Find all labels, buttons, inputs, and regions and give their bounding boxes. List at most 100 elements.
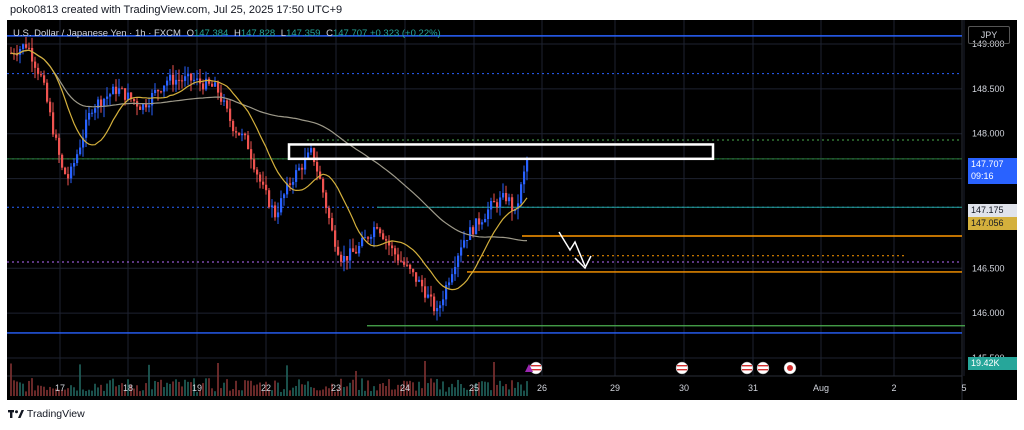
price-chart[interactable]: 149.000148.500148.000147.500146.500146.0… — [7, 20, 1017, 400]
volume-bar — [115, 386, 117, 396]
candle-body — [148, 105, 151, 108]
candle-body — [442, 299, 445, 306]
candle-body — [463, 240, 466, 248]
candle-body — [466, 240, 469, 242]
candle-body — [97, 99, 100, 109]
candle-body — [382, 233, 385, 240]
time-axis-label: 26 — [537, 383, 547, 393]
footer-brand[interactable]: TradingView — [8, 408, 85, 424]
candle-body — [88, 113, 91, 120]
candle-body — [184, 76, 187, 81]
candle-body — [409, 264, 412, 270]
candle-body — [142, 104, 145, 110]
volume-bar — [202, 383, 204, 396]
volume-bar — [427, 383, 429, 396]
candle-body — [439, 305, 442, 309]
volume-bar — [220, 388, 222, 396]
last-price-value: 147.707 — [971, 159, 1004, 169]
candle-body — [508, 197, 511, 202]
volume-bar — [361, 378, 363, 396]
volume-bar — [391, 389, 393, 396]
candle-body — [118, 88, 121, 94]
volume-bar — [25, 391, 27, 396]
volume-bar — [301, 384, 303, 396]
open-value: 147.384 — [193, 28, 229, 39]
candle-body — [37, 67, 40, 75]
volume-bar — [334, 391, 336, 396]
candle-body — [454, 266, 457, 275]
candle-body — [493, 201, 496, 203]
resistance-box — [287, 143, 715, 161]
volume-bar — [43, 386, 45, 396]
volume-bar — [34, 390, 36, 396]
candle-body — [388, 240, 391, 246]
candle-body — [301, 167, 304, 170]
candle-body — [349, 248, 352, 261]
candle-body — [103, 98, 106, 107]
candle-body — [346, 255, 349, 261]
candle-body — [421, 279, 424, 287]
candle-body — [172, 74, 175, 85]
volume-bar — [520, 384, 522, 396]
volume-bar — [517, 382, 519, 396]
candle-body — [364, 237, 367, 239]
candle-body — [289, 183, 292, 185]
candle-body — [385, 239, 388, 241]
volume-bar — [367, 380, 369, 396]
candle-body — [379, 228, 382, 234]
candle-body — [94, 108, 97, 113]
candle-body — [265, 184, 268, 191]
candle-body — [127, 92, 130, 100]
currency-button[interactable]: JPY — [968, 26, 1010, 44]
volume-bar — [376, 390, 378, 396]
volume-bar — [466, 389, 468, 396]
volume-bar — [175, 379, 177, 396]
candle-body — [313, 148, 316, 163]
volume-bar — [229, 390, 231, 396]
time-axis-label: 17 — [55, 383, 65, 393]
candle-body — [271, 205, 274, 208]
candle-body — [502, 193, 505, 198]
candle-body — [292, 181, 295, 185]
volume-bar — [502, 386, 504, 396]
volume-bar — [379, 383, 381, 396]
candle-body — [16, 54, 19, 56]
volume-bar — [199, 390, 201, 396]
candle-body — [418, 279, 421, 282]
candle-body — [145, 104, 148, 108]
candle-body — [253, 159, 256, 170]
volume-bar — [52, 388, 54, 396]
volume-bar — [505, 384, 507, 396]
volume-bar — [346, 386, 348, 396]
close-label: C — [326, 28, 333, 39]
candle-body — [34, 61, 37, 68]
us-flag-event-icon-stripe — [742, 369, 752, 371]
candle-body — [247, 135, 250, 150]
volume-bar — [448, 387, 450, 396]
down-arrow-drawing-icon — [558, 231, 586, 267]
volume-bar — [373, 386, 375, 396]
chart-panel[interactable]: 149.000148.500148.000147.500146.500146.0… — [7, 20, 1017, 400]
time-axis-label: 23 — [331, 383, 341, 393]
candle-body — [217, 82, 220, 93]
candle-body — [22, 44, 25, 49]
candle-body — [223, 100, 226, 102]
candle-body — [241, 133, 244, 136]
ma-fast-tag: 147.175 — [968, 204, 1017, 217]
candle-body — [244, 133, 247, 136]
volume-bar — [139, 391, 141, 396]
volume-bar — [22, 383, 24, 396]
change-value: +0.323 (+0.22%) — [369, 28, 441, 39]
volume-bar — [241, 390, 243, 396]
volume-bar — [319, 390, 321, 396]
candle-body — [457, 255, 460, 267]
candle-body — [202, 83, 205, 90]
volume-bar — [469, 390, 471, 396]
candle-body — [175, 79, 178, 85]
us-flag-event-icon — [740, 361, 754, 375]
candle-body — [517, 203, 520, 209]
volume-bar — [460, 384, 462, 396]
candle-body — [505, 193, 508, 202]
volume-bar — [310, 387, 312, 396]
volume-bar — [238, 390, 240, 396]
